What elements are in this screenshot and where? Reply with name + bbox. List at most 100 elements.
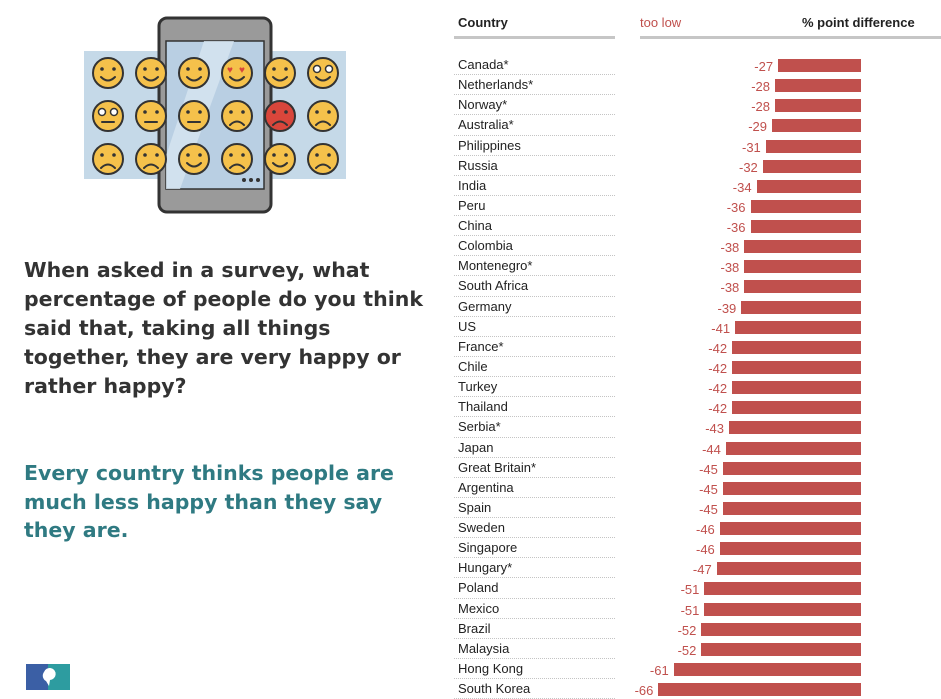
country-label: Hungary*: [458, 560, 513, 576]
country-label: Australia*: [458, 117, 514, 133]
difference-bar: [725, 441, 861, 455]
row-separator: [454, 194, 615, 196]
country-label: Serbia*: [458, 419, 501, 435]
row-separator: [454, 255, 615, 257]
value-label: -47: [692, 562, 712, 578]
emoji-wink-icon: [178, 57, 210, 89]
logo-icon: [26, 664, 70, 690]
value-label: -42: [708, 340, 728, 356]
country-label: US: [458, 318, 477, 334]
country-label: China: [458, 218, 492, 233]
survey-question: When asked in a survey, what percentage …: [24, 258, 423, 398]
value-label: -61: [649, 662, 669, 678]
difference-bar: [775, 99, 861, 113]
country-label: Argentina: [458, 479, 514, 495]
row-separator: [454, 114, 615, 116]
value-label: -41: [711, 320, 731, 336]
country-label: Poland: [458, 580, 499, 596]
row-separator: [454, 315, 615, 317]
row-separator: [454, 577, 615, 579]
value-label: -44: [702, 441, 721, 457]
country-label: Chile: [458, 358, 488, 374]
row-separator: [454, 295, 615, 297]
difference-bar: [673, 662, 861, 676]
row-separator: [454, 134, 615, 136]
phone-dot: [249, 178, 253, 182]
difference-bar: [704, 582, 861, 596]
difference-bar: [716, 562, 861, 576]
svg-text:♥: ♥: [227, 65, 233, 76]
svg-text:♥: ♥: [239, 65, 245, 76]
difference-bar: [765, 139, 861, 153]
value-label: -46: [696, 522, 715, 537]
difference-bar: [704, 602, 861, 616]
emoji-grimace-icon: [264, 143, 296, 175]
country-label: Thailand: [458, 399, 508, 415]
country-label: Mexico: [458, 600, 500, 616]
emoji-neutral-icon: [135, 100, 167, 132]
country-label: Canada*: [458, 57, 509, 72]
country-label: Turkey: [458, 379, 498, 395]
emoji-grin-icon: [135, 57, 167, 89]
row-separator: [454, 496, 615, 498]
emoji-smile-icon: [92, 57, 124, 89]
difference-bar: [729, 421, 861, 435]
happiness-misperception-chart: Country too low % point difference Canad…: [440, 0, 941, 699]
difference-bar: [732, 360, 861, 374]
value-label: -46: [696, 542, 715, 558]
country-label: South Korea: [458, 681, 531, 696]
row-separator: [454, 476, 615, 478]
phone-emoji-illustration: ♥ ♥: [84, 16, 346, 214]
country-label: Peru: [458, 197, 486, 213]
value-label: -45: [699, 501, 718, 517]
row-separator: [454, 235, 615, 237]
country-label: Sweden: [458, 520, 505, 535]
value-label: -36: [726, 199, 746, 215]
country-label: Brazil: [458, 620, 491, 636]
headline-finding: Every country thinks people are much les…: [24, 461, 394, 542]
value-label: -38: [720, 240, 740, 256]
emoji-sobbing-icon: [221, 143, 253, 175]
emoji-flat-icon: [178, 100, 210, 132]
row-separator: [454, 436, 615, 438]
country-label: Netherlands*: [458, 77, 534, 93]
country-label: India: [458, 177, 487, 193]
row-separator: [454, 456, 615, 458]
row-separator: [454, 335, 615, 337]
difference-bar: [775, 79, 861, 93]
emoji-shocked-icon: [92, 100, 124, 132]
country-label: Spain: [458, 499, 492, 515]
row-separator: [454, 154, 615, 156]
header-rule: [640, 36, 941, 39]
row-separator: [454, 537, 615, 539]
row-separator: [454, 557, 615, 559]
country-label: Germany: [458, 298, 512, 314]
emoji-disappointed-icon: [307, 143, 339, 175]
row-separator: [454, 355, 615, 357]
value-label: -45: [699, 461, 718, 477]
emoji-heart-eyes-icon: ♥ ♥: [221, 57, 253, 89]
difference-bar: [722, 461, 862, 475]
emoji-crazy-icon: [307, 57, 339, 89]
value-label: -39: [717, 300, 737, 316]
difference-bar: [732, 340, 861, 354]
row-separator: [454, 215, 615, 216]
emoji-grid: ♥ ♥: [92, 57, 339, 175]
row-separator: [454, 416, 615, 418]
country-label: Great Britain*: [458, 459, 537, 475]
header-rule: [454, 36, 615, 39]
difference-bar: [750, 199, 861, 213]
difference-bar: [735, 320, 861, 334]
emoji-angry-icon: [264, 100, 296, 132]
emoji-worried-icon: [221, 100, 253, 132]
row-separator: [454, 657, 615, 659]
difference-bar: [744, 260, 861, 274]
row-separator: [454, 396, 615, 398]
country-label: Singapore: [458, 540, 518, 556]
difference-bar: [719, 542, 861, 556]
row-separator: [454, 678, 615, 679]
too-low-header: too low: [640, 15, 682, 30]
value-label: -42: [708, 401, 728, 417]
value-label: -52: [677, 622, 697, 638]
difference-bar: [744, 280, 861, 294]
